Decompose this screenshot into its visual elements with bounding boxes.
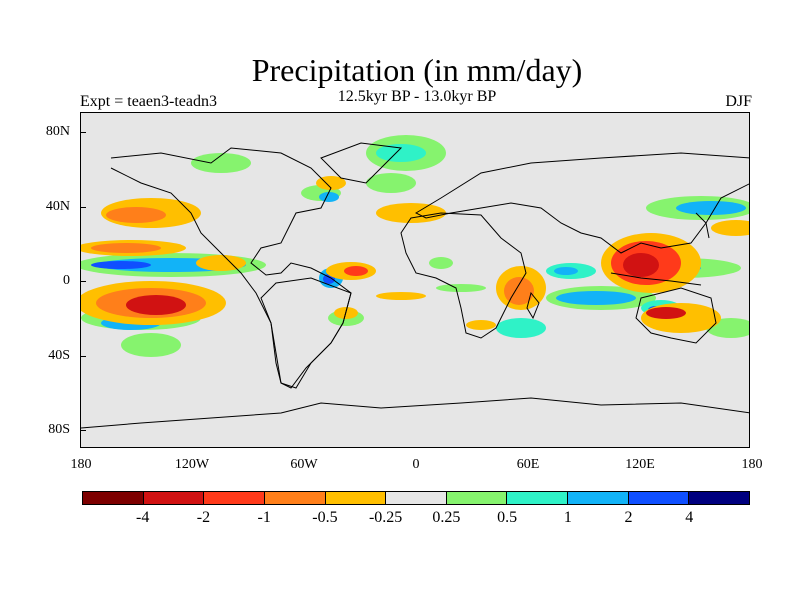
madagascar-coast bbox=[526, 291, 540, 320]
lat-tick-mark bbox=[80, 281, 86, 282]
anomaly-region bbox=[623, 253, 659, 277]
colorbar-label: 2 bbox=[624, 509, 633, 526]
colorbar-label: 1 bbox=[563, 509, 572, 526]
colorbar-swatch bbox=[325, 492, 387, 504]
precipitation-map bbox=[80, 112, 750, 448]
colorbar-swatch bbox=[143, 492, 205, 504]
anomaly-region bbox=[91, 243, 161, 253]
colorbar-swatch bbox=[264, 492, 326, 504]
experiment-label: Expt = teaen3-teadn3 bbox=[80, 93, 217, 110]
anomaly-region bbox=[316, 176, 346, 190]
lon-label-120e: 120E bbox=[625, 457, 655, 472]
south-america-coast bbox=[260, 277, 352, 389]
anomaly-region bbox=[376, 203, 446, 223]
anomaly-region bbox=[366, 173, 416, 193]
antarctica-coast bbox=[81, 397, 749, 429]
lat-tick-mark bbox=[80, 207, 86, 208]
colorbar-label: -1 bbox=[257, 509, 271, 526]
anomaly-region bbox=[646, 307, 686, 319]
colorbar-label: 0.5 bbox=[497, 509, 518, 526]
map-canvas bbox=[81, 113, 749, 447]
precip-anomaly-fields-dry bbox=[81, 176, 749, 333]
colorbar-swatch bbox=[568, 492, 629, 504]
map-title: Precipitation (in mm/day) bbox=[251, 52, 583, 88]
anomaly-region bbox=[711, 220, 749, 236]
anomaly-region bbox=[191, 153, 251, 173]
lon-label-60e: 60E bbox=[516, 457, 540, 472]
indonesia-coast bbox=[610, 272, 702, 286]
colorbar-swatch bbox=[507, 492, 569, 504]
anomaly-region bbox=[126, 295, 186, 315]
lat-label-40n: 40N bbox=[45, 199, 70, 214]
anomaly-region bbox=[676, 201, 746, 215]
colorbar-swatch bbox=[689, 492, 750, 504]
lon-label-180e: 180 bbox=[741, 457, 763, 472]
north-america-coast bbox=[110, 147, 352, 389]
lat-label-80n: 80N bbox=[45, 124, 70, 139]
colorbar-label: -2 bbox=[196, 509, 211, 526]
lat-label-80s: 80S bbox=[48, 422, 70, 437]
time-period-subtitle: 12.5kyr BP - 13.0kyr BP bbox=[337, 88, 497, 105]
anomaly-region bbox=[344, 266, 368, 276]
anomaly-region bbox=[504, 277, 534, 305]
colorbar bbox=[82, 491, 750, 505]
anomaly-region bbox=[196, 255, 246, 271]
anomaly-region bbox=[91, 261, 151, 269]
anomaly-region bbox=[554, 267, 578, 275]
coastlines bbox=[81, 142, 749, 429]
anomaly-region bbox=[376, 144, 426, 162]
lat-label-0: 0 bbox=[63, 273, 70, 288]
colorbar-label: -0.5 bbox=[312, 509, 338, 526]
greenland-coast bbox=[320, 142, 403, 184]
lon-label-60w: 60W bbox=[290, 457, 318, 472]
anomaly-region bbox=[641, 303, 721, 333]
anomaly-region bbox=[436, 284, 486, 292]
season-label: DJF bbox=[725, 93, 752, 110]
colorbar-swatch bbox=[386, 492, 447, 504]
lon-label-180w: 180 bbox=[70, 457, 92, 472]
lon-label-0: 0 bbox=[412, 457, 420, 472]
colorbar-swatch bbox=[446, 492, 508, 504]
anomaly-region bbox=[556, 291, 636, 305]
colorbar-swatch bbox=[83, 492, 144, 504]
anomaly-region bbox=[376, 292, 426, 300]
lon-label-120w: 120W bbox=[174, 457, 210, 472]
colorbar-swatch bbox=[628, 492, 690, 504]
anomaly-region bbox=[466, 320, 496, 330]
anomaly-region bbox=[496, 318, 546, 338]
lat-tick-mark bbox=[80, 430, 86, 431]
eurasia-coast bbox=[414, 152, 749, 254]
lat-tick-mark bbox=[80, 132, 86, 133]
colorbar-swatch bbox=[204, 492, 265, 504]
anomaly-region bbox=[106, 207, 166, 223]
anomaly-region bbox=[121, 333, 181, 357]
japan-coast bbox=[695, 212, 710, 239]
lat-label-40s: 40S bbox=[48, 348, 70, 363]
colorbar-label: 0.25 bbox=[432, 509, 461, 526]
anomaly-region bbox=[319, 192, 339, 202]
colorbar-label: -4 bbox=[136, 509, 150, 526]
colorbar-label: -0.25 bbox=[368, 509, 403, 526]
lat-tick-mark bbox=[80, 356, 86, 357]
australia-coast bbox=[635, 287, 717, 344]
anomaly-region bbox=[429, 257, 453, 269]
colorbar-label: 4 bbox=[685, 509, 694, 526]
africa-coast bbox=[400, 212, 527, 339]
